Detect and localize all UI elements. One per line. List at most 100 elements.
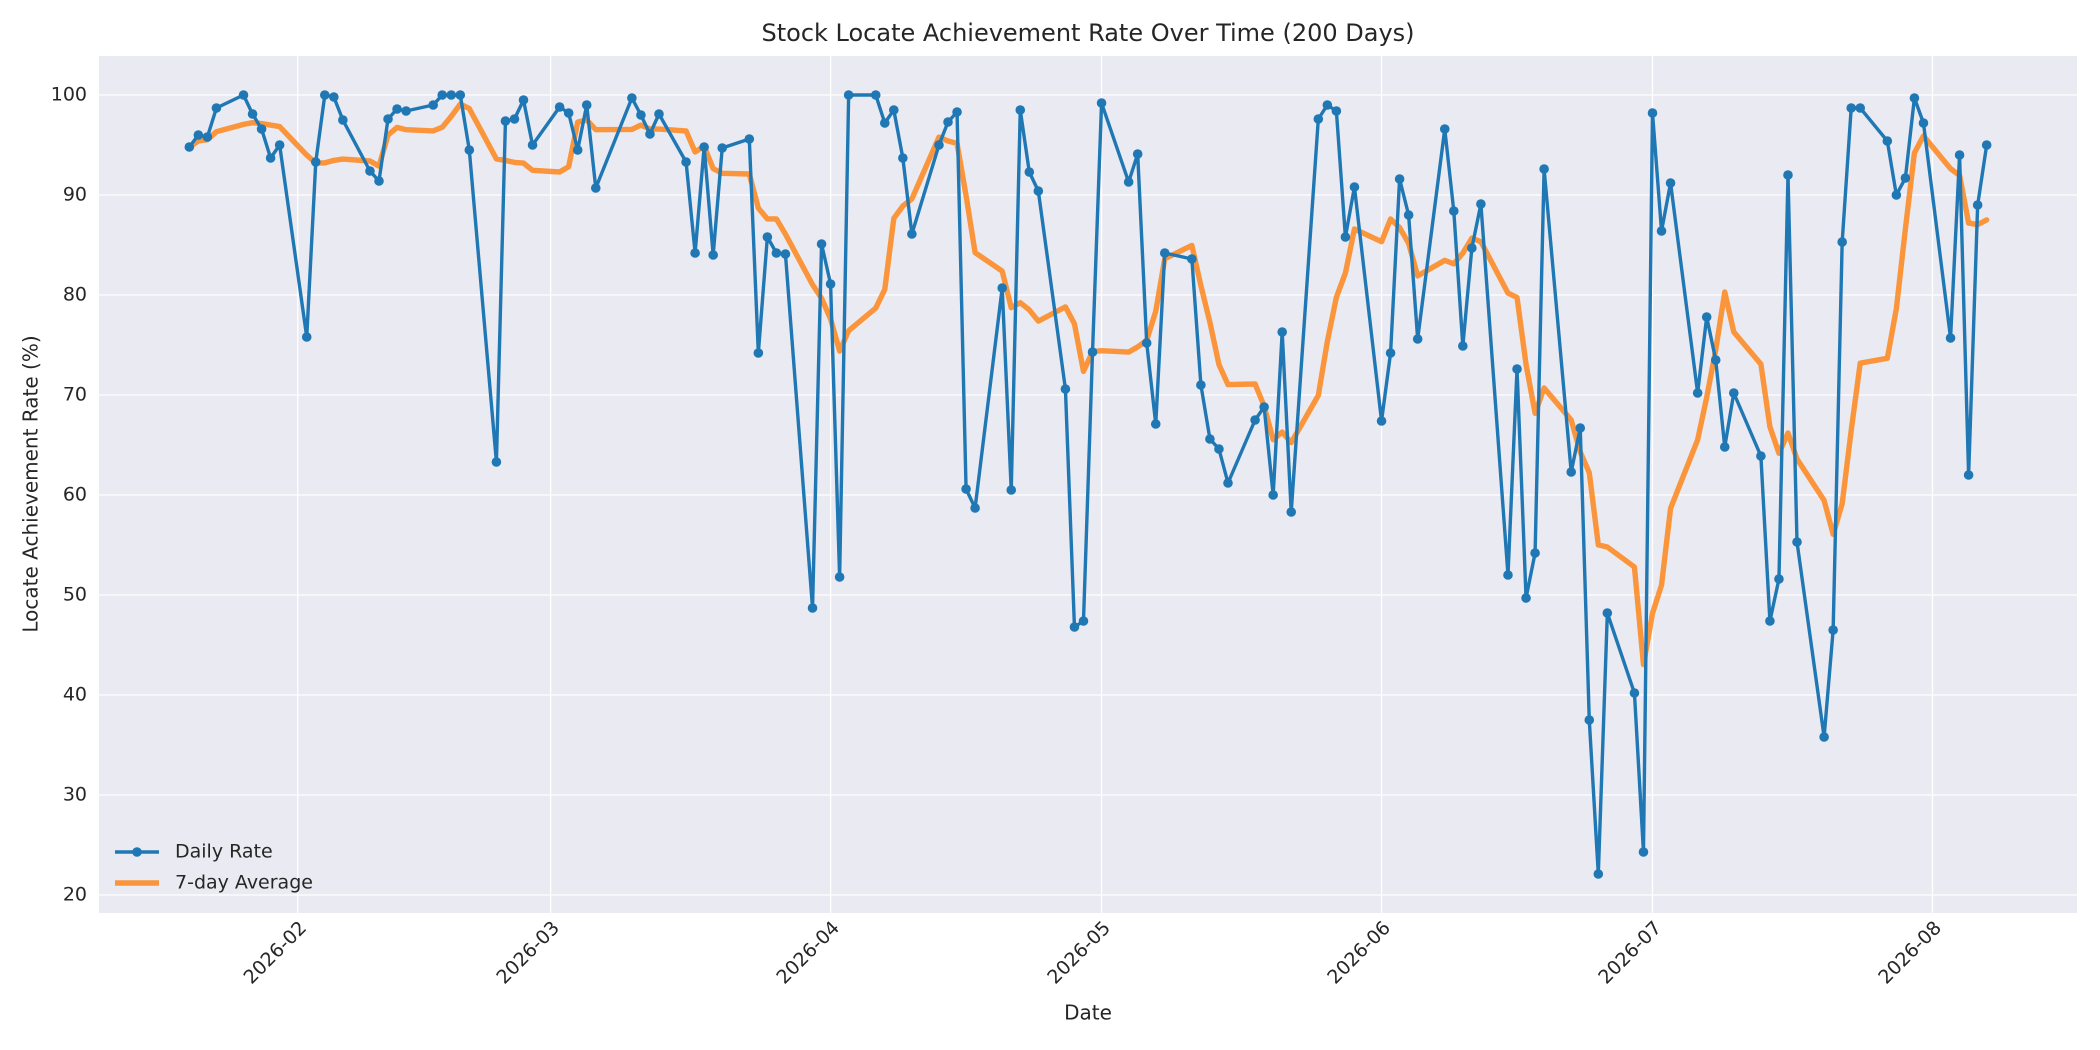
marks bbox=[184, 90, 1992, 879]
x-tick-label: 2026-06 bbox=[1323, 917, 1395, 989]
data-point bbox=[636, 110, 646, 120]
legend-label: Daily Rate bbox=[175, 841, 273, 863]
data-point bbox=[1458, 341, 1468, 351]
data-point bbox=[834, 572, 845, 582]
data-point bbox=[1539, 164, 1549, 174]
data-point bbox=[1123, 177, 1134, 187]
data-point bbox=[383, 114, 393, 124]
data-point bbox=[256, 124, 267, 134]
x-tick-label: 2026-04 bbox=[772, 917, 844, 989]
chart-title: Stock Locate Achievement Rate Over Time … bbox=[761, 19, 1414, 47]
data-point bbox=[1819, 732, 1829, 742]
y-tick-label: 30 bbox=[63, 784, 87, 806]
data-point bbox=[889, 105, 899, 115]
data-point bbox=[1286, 507, 1297, 517]
data-point bbox=[1783, 170, 1793, 180]
data-point bbox=[1277, 327, 1287, 337]
y-tick-label: 80 bbox=[63, 284, 87, 306]
data-point bbox=[1033, 186, 1044, 196]
data-point bbox=[554, 102, 565, 112]
data-point bbox=[780, 249, 791, 259]
data-point bbox=[654, 109, 664, 119]
data-point bbox=[1467, 243, 1477, 253]
data-point bbox=[1710, 355, 1721, 365]
data-point bbox=[1141, 338, 1152, 348]
data-point bbox=[1656, 226, 1667, 236]
data-point bbox=[1665, 178, 1676, 188]
legend-label: 7-day Average bbox=[175, 872, 313, 894]
data-point bbox=[1837, 237, 1847, 247]
data-point bbox=[1196, 380, 1206, 390]
data-point bbox=[1403, 210, 1414, 220]
x-tick-label: 2026-03 bbox=[492, 917, 564, 989]
data-point bbox=[500, 116, 511, 126]
data-point bbox=[1015, 105, 1026, 115]
data-point bbox=[1593, 869, 1604, 879]
data-point bbox=[1340, 232, 1351, 242]
data-point bbox=[1756, 451, 1766, 461]
data-point bbox=[1322, 100, 1333, 110]
y-axis-label: Locate Achievement Rate (%) bbox=[19, 335, 43, 632]
data-point bbox=[1439, 124, 1450, 134]
data-point bbox=[572, 145, 583, 155]
y-tick-label: 70 bbox=[63, 384, 87, 406]
data-point bbox=[193, 130, 204, 140]
data-point bbox=[1945, 333, 1956, 343]
data-point bbox=[211, 103, 222, 113]
data-point bbox=[807, 603, 818, 613]
data-point bbox=[1159, 248, 1170, 258]
data-point bbox=[843, 90, 854, 100]
data-point bbox=[762, 232, 773, 242]
data-point bbox=[338, 115, 348, 125]
grid bbox=[99, 56, 2077, 913]
data-point bbox=[690, 248, 700, 258]
data-point bbox=[1503, 570, 1513, 580]
data-point bbox=[464, 145, 475, 155]
data-point bbox=[717, 143, 728, 153]
data-point bbox=[527, 140, 538, 150]
data-point bbox=[1882, 136, 1893, 146]
data-point bbox=[1024, 167, 1035, 177]
data-point bbox=[374, 176, 384, 186]
x-tick-label: 2026-07 bbox=[1594, 917, 1666, 989]
data-point bbox=[310, 157, 321, 167]
data-point bbox=[1846, 103, 1857, 113]
y-tick-label: 90 bbox=[63, 184, 87, 206]
data-point bbox=[437, 90, 448, 100]
data-point bbox=[1855, 103, 1866, 113]
data-point bbox=[1205, 434, 1215, 444]
data-point bbox=[1891, 190, 1902, 200]
legend: Daily Rate 7-day Average bbox=[115, 841, 313, 894]
data-point bbox=[771, 248, 782, 258]
data-point bbox=[961, 484, 971, 494]
data-point bbox=[1828, 625, 1838, 635]
data-point bbox=[1448, 206, 1459, 216]
data-point bbox=[1250, 415, 1260, 425]
x-tick-label: 2026-08 bbox=[1874, 917, 1946, 989]
data-point bbox=[1331, 106, 1342, 116]
data-point bbox=[446, 90, 457, 100]
data-point bbox=[627, 93, 637, 103]
data-point bbox=[1728, 388, 1739, 398]
data-point bbox=[1087, 347, 1098, 357]
data-point bbox=[825, 279, 836, 289]
data-point bbox=[1476, 199, 1486, 209]
data-point bbox=[970, 503, 980, 513]
data-point bbox=[1629, 688, 1640, 698]
data-point bbox=[907, 229, 917, 239]
data-point bbox=[1774, 574, 1784, 584]
data-point bbox=[428, 100, 438, 110]
data-point bbox=[1765, 616, 1775, 626]
data-point bbox=[1701, 312, 1712, 322]
data-point bbox=[699, 142, 709, 152]
data-point bbox=[879, 118, 890, 128]
data-point bbox=[563, 108, 574, 118]
data-point bbox=[1268, 490, 1278, 500]
data-point bbox=[1909, 93, 1920, 103]
data-point bbox=[1394, 174, 1405, 184]
data-point bbox=[1385, 348, 1396, 358]
data-point bbox=[518, 95, 529, 105]
data-point bbox=[1638, 847, 1649, 857]
data-point bbox=[401, 106, 411, 116]
data-point bbox=[1521, 593, 1531, 603]
